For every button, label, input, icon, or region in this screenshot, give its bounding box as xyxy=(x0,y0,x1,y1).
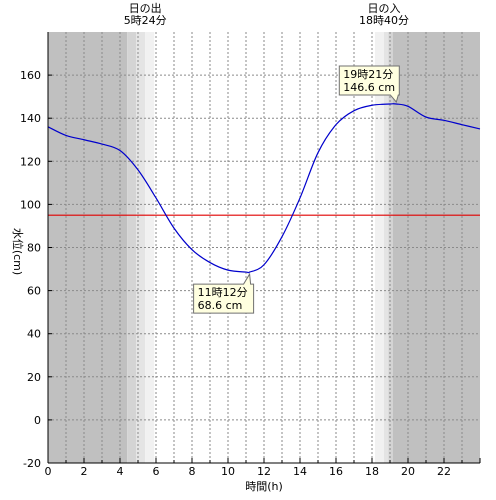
high-tide-callout-box xyxy=(338,65,400,104)
tick-labels: 0 2 4 6 8 10 12 14 16 18 20 22 -20 0 20 40 60 80 100 120 140… xyxy=(20,69,451,478)
x-tick-label: 2 xyxy=(81,465,88,478)
series-group xyxy=(47,103,481,274)
high-tide-callout: 19時21分 146.6 cm xyxy=(338,65,400,104)
y-tick-label: 140 xyxy=(20,112,41,125)
twilight-band xyxy=(127,32,137,463)
y-tick-label: 20 xyxy=(27,371,41,384)
low-tide-callout: 11時12分 68.6 cm xyxy=(193,272,255,314)
low-tide-callout-box xyxy=(193,272,255,314)
twilight-band xyxy=(384,32,389,463)
x-tick-label: 0 xyxy=(45,465,52,478)
sunrise-title: 日の出 xyxy=(129,1,162,15)
water-level-line xyxy=(47,103,481,274)
night-band-morning xyxy=(48,32,128,463)
grid-lines xyxy=(48,32,480,463)
x-tick-label: 22 xyxy=(437,465,451,478)
x-tick-label: 18 xyxy=(365,465,379,478)
high-tide-time: 19時21分 xyxy=(343,68,393,81)
sunset-title: 日の入 xyxy=(368,2,401,15)
y-tick-label: 80 xyxy=(27,242,41,255)
x-tick-label: 6 xyxy=(153,465,160,478)
y-tick-label: 100 xyxy=(20,198,41,211)
x-tick-label: 4 xyxy=(117,465,124,478)
y-tick-label: 160 xyxy=(20,69,41,82)
y-tick-label: 0 xyxy=(34,414,41,427)
callouts: 11時12分 68.6 cm 19時21分 146.6 cm xyxy=(193,65,400,314)
low-tide-value: 68.6 cm xyxy=(198,299,243,312)
twilight-band xyxy=(388,32,394,463)
sun-labels: 日の出 5時24分 日の入 18時40分 xyxy=(124,1,409,27)
x-tick-label: 16 xyxy=(329,465,343,478)
x-axis-label: 時間(h) xyxy=(245,480,283,493)
x-tick-label: 12 xyxy=(257,465,271,478)
axes-group xyxy=(47,32,481,464)
high-tide-value: 146.6 cm xyxy=(343,81,395,94)
x-tick-label: 14 xyxy=(293,465,307,478)
y-tick-label: 60 xyxy=(27,285,41,298)
y-axis-label: 水位(cm) xyxy=(11,228,25,275)
y-tick-label: 120 xyxy=(20,155,41,168)
x-tick-label: 20 xyxy=(401,465,415,478)
low-tide-time: 11時12分 xyxy=(198,286,248,299)
y-tick-label: 40 xyxy=(27,328,41,341)
x-tick-label: 8 xyxy=(189,465,196,478)
sunset-time: 18時40分 xyxy=(359,14,409,27)
x-tick-label: 10 xyxy=(221,465,235,478)
y-tick-label: -20 xyxy=(23,457,41,470)
sunrise-time: 5時24分 xyxy=(124,14,167,27)
twilight-band xyxy=(375,32,385,463)
